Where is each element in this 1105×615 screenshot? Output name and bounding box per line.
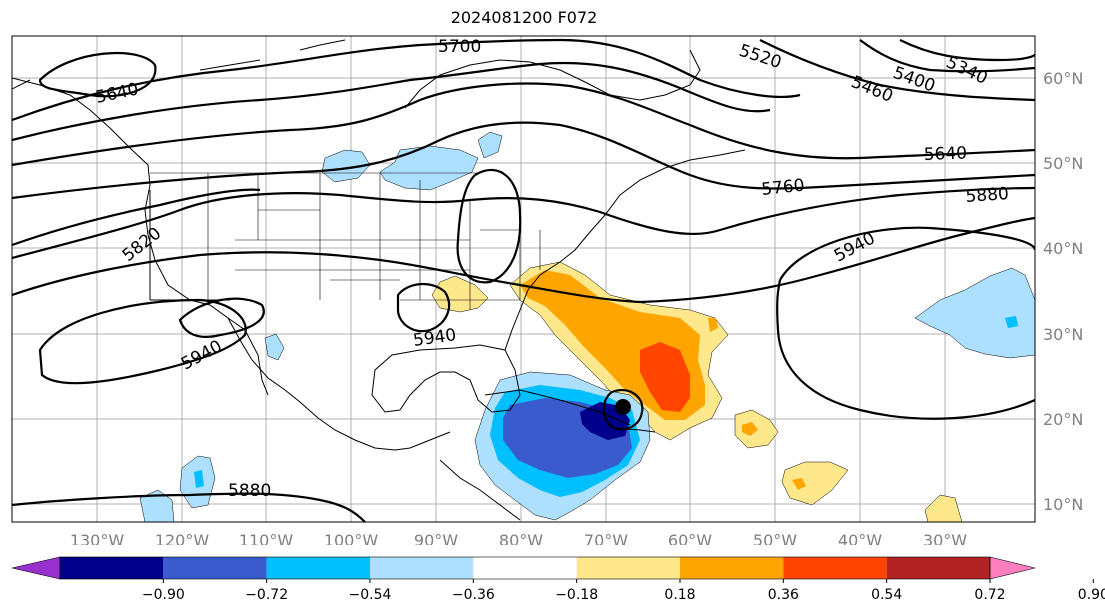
- state-borders: [150, 172, 541, 310]
- colorbar-tick-label: −0.90: [142, 587, 185, 603]
- positive-anomaly-island-2-core: [792, 478, 806, 490]
- colorbar-segment: [370, 557, 474, 579]
- longitude-label: 120°W: [155, 531, 210, 545]
- contour-label: 5640: [923, 143, 967, 164]
- longitude-label: 70°W: [584, 531, 628, 545]
- negative-anomaly-pacific-2: [139, 489, 175, 522]
- colorbar-ticks: −0.90 −0.72 −0.54 −0.36 −0.18 0.18 0.36 0.54 0.7…: [142, 579, 1105, 603]
- colorbar-segment: [473, 557, 577, 579]
- colorbar-tick-label: 0.36: [768, 587, 799, 603]
- negative-anomaly-pacific-core: [194, 470, 204, 488]
- longitude-label: 30°W: [923, 531, 967, 545]
- map-frame-border: [11, 35, 1036, 523]
- longitude-label: 60°W: [668, 531, 712, 545]
- contour-label: 5700: [438, 37, 481, 57]
- colorbar-tick-label: 0.54: [871, 587, 902, 603]
- positive-anomaly-red: [640, 342, 690, 412]
- negative-anomaly-atlantic: [914, 267, 1035, 359]
- colorbar-border: [59, 556, 991, 580]
- longitude-label: 130°W: [70, 531, 125, 545]
- colorbar-segment: [163, 557, 267, 579]
- colorbar-segment: [60, 557, 164, 579]
- colorbar-segment: [783, 557, 887, 579]
- latitude-label: 10°N: [1043, 495, 1083, 514]
- colorbar-tick-label: −0.18: [555, 587, 598, 603]
- colorbar-segment: [680, 557, 784, 579]
- colorbar-tick-label: −0.36: [452, 587, 495, 603]
- colorbar-segment: [266, 557, 370, 579]
- negative-anomaly-canada-2: [379, 145, 479, 191]
- longitude-label: 90°W: [414, 531, 458, 545]
- colorbar-segment: [989, 556, 1036, 580]
- positive-anomaly-island-1-core: [742, 422, 758, 436]
- colorbar-segment: [576, 557, 680, 579]
- contour-label: 5880: [228, 481, 271, 501]
- colorbar-tick-label: 0.18: [664, 587, 695, 603]
- longitude-label: 40°W: [838, 531, 882, 545]
- latitude-label: 40°N: [1043, 239, 1083, 258]
- colorbar: −0.90 −0.72 −0.54 −0.36 −0.18 0.18 0.36 0.54 0.7…: [11, 556, 1105, 603]
- contour-label: 5760: [760, 176, 805, 200]
- chart-title: 2024081200 F072: [450, 8, 598, 27]
- latitude-label: 30°N: [1043, 325, 1083, 344]
- colorbar-tick-label: −0.72: [245, 587, 288, 603]
- negative-anomaly-west: [264, 333, 285, 361]
- latitude-label: 20°N: [1043, 410, 1083, 429]
- colorbar-tick-label: −0.54: [349, 587, 392, 603]
- latitude-label: 60°N: [1043, 69, 1083, 88]
- colorbar-segment: [886, 557, 990, 579]
- longitude-label: 80°W: [499, 531, 543, 545]
- colorbar-tick-label: 0.72: [974, 587, 1005, 603]
- positive-anomaly-small: [708, 318, 718, 332]
- negative-anomaly-atlantic-core: [1005, 316, 1018, 328]
- longitude-label: 100°W: [324, 531, 379, 545]
- height-contours: [12, 38, 1035, 522]
- negative-anomaly-canada-1: [321, 149, 371, 183]
- positive-anomaly-island-2: [781, 461, 849, 506]
- storm-center-marker: [615, 399, 631, 415]
- longitude-label: 110°W: [239, 531, 294, 545]
- map-plot: 5700 5520 5400 5340 5460 5640 5640 5760 …: [11, 35, 1083, 545]
- longitude-label: 50°W: [753, 531, 797, 545]
- latitude-label: 50°N: [1043, 154, 1083, 173]
- colorbar-tick-label: 0.90: [1078, 587, 1105, 603]
- colorbar-segments: [11, 556, 1036, 580]
- positive-anomaly-gulf: [431, 275, 489, 313]
- colorbar-segment: [11, 556, 61, 580]
- contour-label: 5880: [965, 184, 1010, 207]
- positive-anomaly-island-3: [924, 494, 963, 522]
- negative-anomaly-canada-3: [477, 131, 503, 159]
